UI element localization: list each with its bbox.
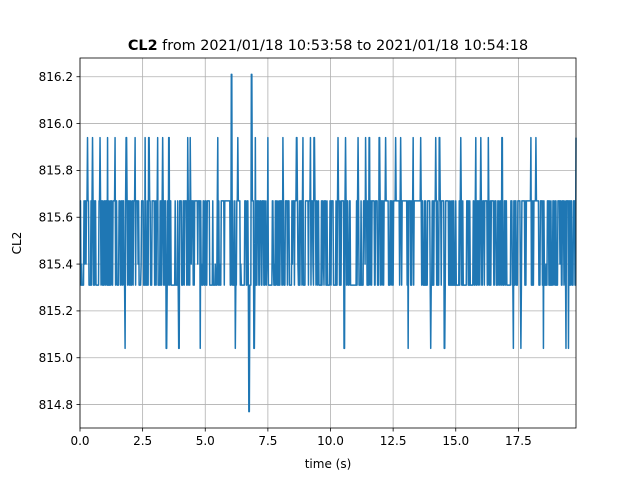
x-tick-label: 7.5: [258, 434, 277, 448]
y-tick-label: 815.8: [39, 164, 73, 178]
y-tick-label: 816.2: [39, 70, 73, 84]
x-tick-label: 15.0: [442, 434, 469, 448]
x-tick-label: 2.5: [133, 434, 152, 448]
x-axis-ticks: 0.0 2.5 5.0 7.5 10.0 12.5 15.0 17.5: [70, 428, 532, 448]
chart-title-rest: from 2021/01/18 10:53:58 to 2021/01/18 1…: [158, 38, 529, 54]
chart-title-bold: CL2: [128, 38, 158, 54]
y-tick-label: 816.0: [39, 117, 73, 131]
y-tick-label: 815.2: [39, 304, 73, 318]
y-axis-label: CL2: [10, 232, 24, 255]
y-axis-ticks: 814.8 815.0 815.2 815.4 815.6 815.8 816.0 816.2: [39, 70, 80, 412]
axes-frame: [79, 57, 577, 429]
x-tick-label: 17.5: [505, 434, 532, 448]
y-tick-label: 814.8: [39, 398, 73, 412]
grid: [79, 58, 576, 428]
x-tick-label: 10.0: [317, 434, 344, 448]
x-tick-label: 5.0: [196, 434, 215, 448]
y-tick-label: 815.0: [39, 351, 73, 365]
series-line-cl2: [79, 73, 577, 413]
y-tick-label: 815.6: [39, 211, 73, 225]
x-tick-label: 12.5: [380, 434, 407, 448]
y-tick-label: 815.4: [39, 257, 73, 271]
x-tick-label: 0.0: [70, 434, 89, 448]
chart-title: CL2 from 2021/01/18 10:53:58 to 2021/01/…: [128, 38, 528, 54]
x-axis-label: time (s): [305, 457, 352, 471]
